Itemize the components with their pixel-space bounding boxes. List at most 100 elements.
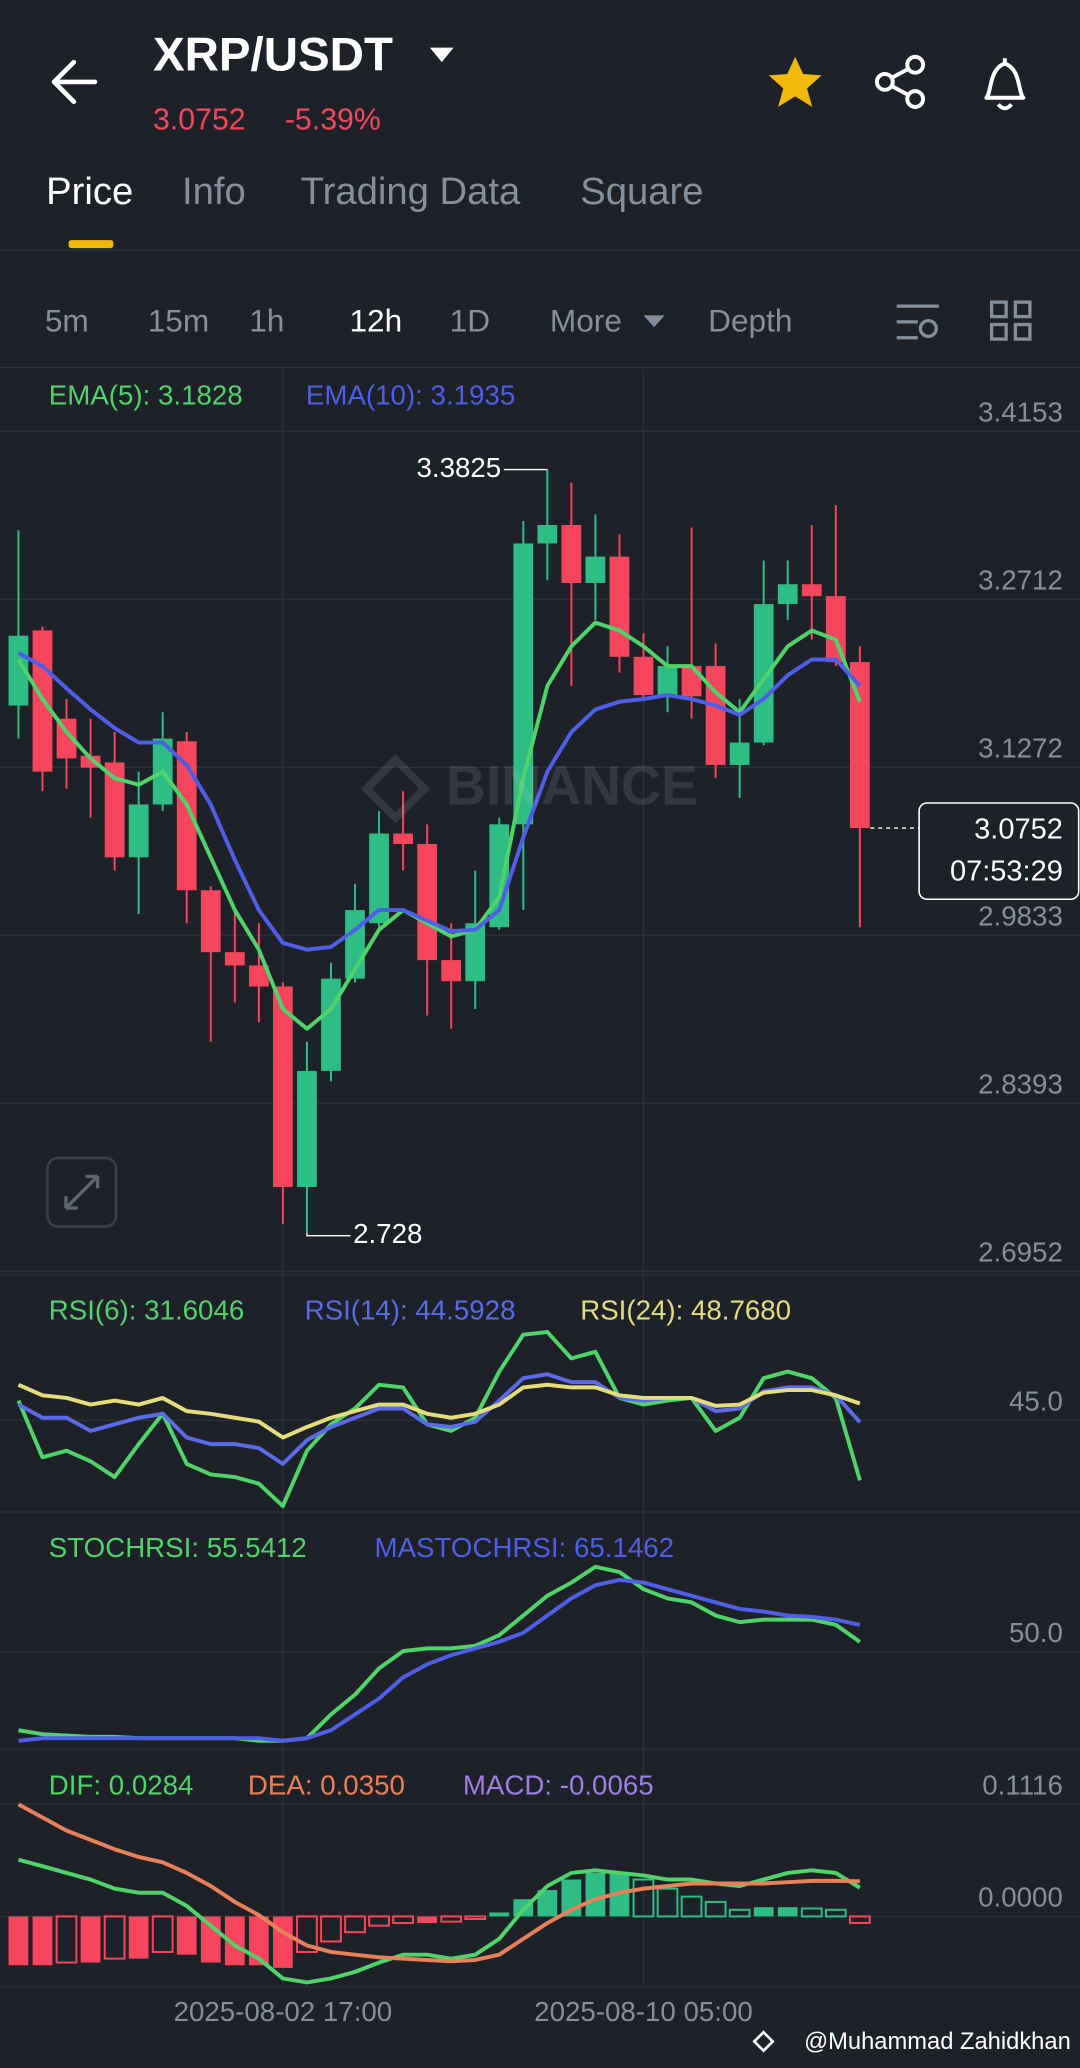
high-label: 3.3825 — [416, 452, 501, 483]
candle-body — [273, 986, 293, 1187]
indicator-line — [16, 620, 862, 1031]
more-dropdown[interactable] — [643, 315, 665, 328]
macd-bar — [176, 1916, 197, 1955]
candle-body — [417, 844, 438, 961]
candle-body — [224, 952, 245, 966]
favorite-star[interactable] — [768, 56, 822, 107]
y-tick-label: 3.1272 — [978, 733, 1063, 764]
time-label: 2025-08-10 05:00 — [534, 1996, 753, 2027]
interval[interactable]: 15m — [148, 303, 210, 339]
legend-entry: RSI(24): 48.7680 — [580, 1295, 791, 1326]
interval[interactable]: Depth — [708, 303, 792, 339]
interval[interactable]: More — [550, 303, 622, 339]
indicator-settings[interactable] — [896, 304, 939, 340]
macd-bar — [537, 1890, 558, 1917]
interval[interactable]: 12h — [349, 303, 402, 339]
y-tick-label: 3.4153 — [978, 396, 1063, 427]
share-button[interactable] — [874, 54, 926, 109]
candle-body — [777, 584, 798, 605]
macd-bar — [224, 1916, 245, 1966]
pair-dropdown[interactable] — [429, 47, 454, 63]
macd-bar — [392, 1915, 414, 1925]
candle-body — [176, 741, 197, 891]
tab[interactable]: Price — [46, 170, 133, 213]
macd-bar — [824, 1908, 847, 1918]
candle-body — [128, 804, 149, 858]
macd-bar — [632, 1878, 655, 1918]
interval[interactable]: 1h — [249, 303, 284, 339]
y-tick-label: 3.2712 — [978, 565, 1063, 596]
interval[interactable]: 5m — [45, 303, 89, 339]
legend-entry: MASTOCHRSI: 65.1462 — [375, 1532, 675, 1563]
candle-body — [729, 742, 750, 765]
tab[interactable]: Info — [182, 170, 246, 213]
candle-body — [849, 662, 870, 829]
time-label: 2025-08-02 17:00 — [174, 1996, 393, 2027]
indicator-line — [17, 1382, 861, 1440]
macd-bar — [585, 1872, 606, 1917]
candle-body — [80, 755, 101, 768]
macd-bar — [248, 1916, 269, 1966]
macd-bar — [151, 1915, 174, 1953]
macd-bar — [753, 1907, 774, 1917]
candle-body — [609, 556, 630, 657]
alert-bell[interactable] — [984, 58, 1026, 111]
candle-body — [8, 635, 29, 706]
interval[interactable]: 1D — [450, 303, 490, 339]
candle-body — [104, 762, 125, 858]
macd-bar — [489, 1912, 510, 1917]
layout-toggle[interactable] — [990, 300, 1032, 341]
macd-bar — [8, 1916, 29, 1966]
candle-body — [825, 596, 846, 663]
y-tick-label: 2.6952 — [978, 1236, 1063, 1267]
credit-icon — [752, 2030, 775, 2053]
candle-body — [441, 960, 462, 982]
indicator-line — [17, 651, 862, 952]
brand-watermark: BINANCE — [360, 754, 698, 824]
macd-bar — [680, 1895, 703, 1918]
pair-title[interactable]: XRP/USDT — [153, 29, 393, 82]
macd-bar — [296, 1915, 318, 1953]
y-tick-label: 50.0 — [1009, 1617, 1063, 1648]
macd-bar — [440, 1915, 463, 1923]
macd-bar — [32, 1916, 53, 1966]
y-tick-label: 0.1116 — [982, 1769, 1063, 1800]
macd-bar — [128, 1916, 149, 1959]
expand-button[interactable] — [46, 1156, 118, 1228]
tab[interactable]: Trading Data — [301, 170, 521, 213]
macd-bar — [777, 1907, 798, 1917]
divider — [0, 249, 1080, 251]
candle-body — [657, 666, 678, 696]
indicator-line — [18, 1577, 861, 1743]
candle-body — [753, 604, 774, 743]
pane-divider — [0, 1511, 1080, 1513]
macd-bar — [320, 1915, 342, 1943]
candle-body — [297, 1070, 317, 1187]
candle-body — [561, 524, 582, 583]
candle-body — [681, 666, 702, 697]
macd-bar — [464, 1915, 487, 1921]
candle-body — [705, 666, 726, 765]
candle-body — [585, 556, 606, 583]
back-button[interactable] — [51, 59, 98, 104]
pane-divider — [0, 1748, 1080, 1751]
indicator-line — [17, 1802, 860, 1964]
low-marker — [306, 1233, 351, 1237]
tab[interactable]: Square — [580, 170, 703, 213]
brand-watermark-text: BINANCE — [446, 755, 698, 817]
macd-bar — [728, 1908, 751, 1918]
macd-bar — [848, 1915, 871, 1924]
last-price: 3.0752 — [153, 103, 246, 136]
price-box-value: 3.0752 — [974, 813, 1063, 845]
legend-entry: DEA: 0.0350 — [248, 1769, 405, 1800]
pane-divider — [0, 1986, 1080, 1988]
candle-body — [633, 656, 654, 696]
candle-body — [801, 584, 822, 597]
candle-body — [369, 833, 389, 924]
macd-bar — [80, 1916, 101, 1963]
macd-bar — [704, 1900, 727, 1918]
macd-bar — [103, 1915, 126, 1960]
price-box — [918, 802, 1080, 901]
